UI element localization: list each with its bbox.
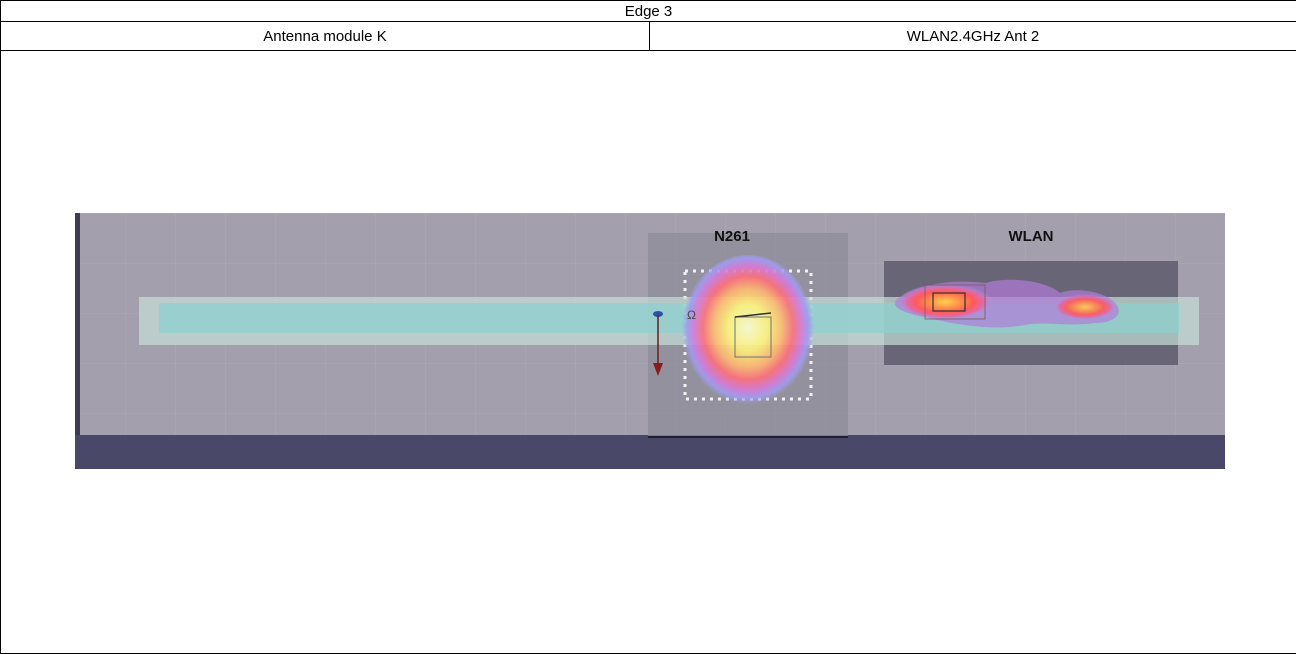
left-edge-line: [75, 213, 80, 435]
n261-label: N261: [714, 228, 750, 245]
antenna-name-header: WLAN2.4GHz Ant 2: [650, 22, 1296, 51]
wlan-label: WLAN: [1009, 228, 1054, 245]
footer-band: [75, 435, 1225, 469]
antenna-module-header: Antenna module K: [1, 22, 650, 51]
n261-hotspot: [682, 255, 814, 407]
wlan-hotspot-core: [897, 284, 993, 320]
axis-marker-label: Ω: [687, 308, 696, 322]
sar-image-cell: Ω N261 WLAN: [1, 51, 1296, 654]
sar-distribution-image: Ω N261 WLAN: [75, 213, 1225, 469]
wlan-hotspot-secondary: [1053, 294, 1117, 320]
edge-title: Edge 3: [1, 1, 1296, 22]
